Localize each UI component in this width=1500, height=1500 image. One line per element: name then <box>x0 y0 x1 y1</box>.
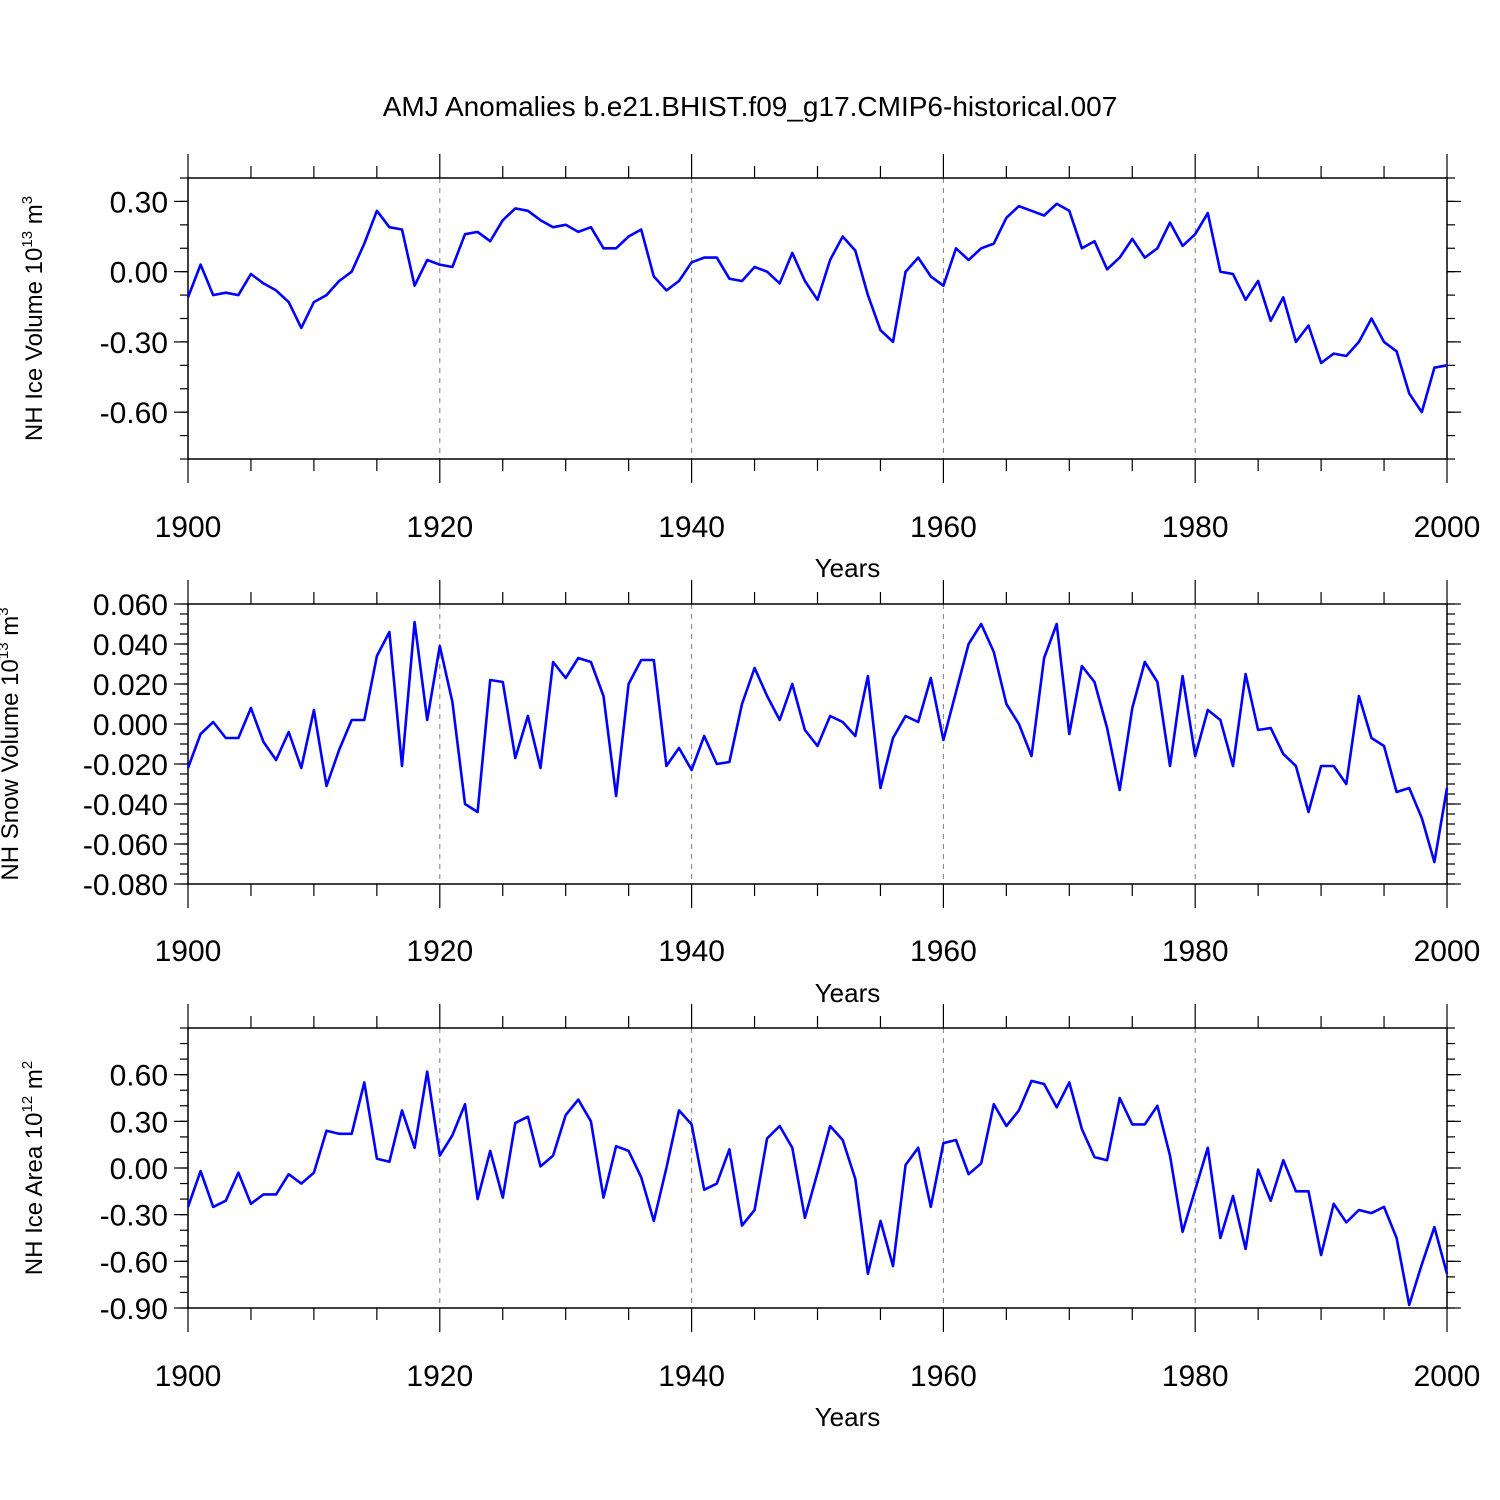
y-tick-label: 0.000 <box>93 709 168 742</box>
y-tick-label: -0.30 <box>100 327 168 360</box>
x-tick-label: 1980 <box>1162 511 1229 544</box>
y-tick-label: 0.040 <box>93 629 168 662</box>
x-tick-label: 1960 <box>910 935 977 968</box>
panels: 0.30 0.00 -0.30 -0.60 1900 1920 1940 1960 1980 20… <box>0 154 1480 1432</box>
y-tick-label: 0.00 <box>110 257 168 290</box>
figure-title: AMJ Anomalies b.e21.BHIST.f09_g17.CMIP6-… <box>383 91 1118 122</box>
x-tick-label: 2000 <box>1414 935 1481 968</box>
x-tick-label: 1900 <box>155 935 222 968</box>
y-axis-label: NH Ice Volume 1013 m3 <box>19 196 48 441</box>
x-tick-label: 1900 <box>155 1360 222 1393</box>
x-tick-label: 1980 <box>1162 935 1229 968</box>
y-tick-label: 0.30 <box>110 186 168 219</box>
y-tick-label: 0.60 <box>110 1060 168 1093</box>
panel-3: 0.60 0.30 0.00 -0.30 -0.60 -0.90 1900 1920 1940 1… <box>19 1004 1480 1432</box>
x-tick-label: 1960 <box>910 511 977 544</box>
data-series-line <box>186 202 1448 414</box>
y-axis-label: NH Ice Area 1012 m2 <box>19 1061 48 1275</box>
y-tick-label: 0.00 <box>110 1153 168 1186</box>
x-tick-label: 1980 <box>1162 1360 1229 1393</box>
y-tick-label: -0.020 <box>83 749 168 782</box>
y-tick-label: -0.080 <box>83 869 168 902</box>
x-tick-label: 1940 <box>658 511 725 544</box>
x-tick-label: 1900 <box>155 511 222 544</box>
y-tick-label: 0.020 <box>93 669 168 702</box>
x-tick-label: 1920 <box>406 1360 473 1393</box>
x-tick-label: 2000 <box>1414 1360 1481 1393</box>
y-tick-label: 0.30 <box>110 1106 168 1139</box>
plot-frame <box>187 603 1448 885</box>
x-axis-label: Years <box>815 553 881 583</box>
y-axis-label: NH Snow Volume 1013 m3 <box>0 607 24 880</box>
plot-frame <box>187 1027 1448 1309</box>
y-tick-label: 0.060 <box>93 589 168 622</box>
x-axis-label: Years <box>815 978 881 1008</box>
y-tick-label: -0.60 <box>100 1246 168 1279</box>
data-series-line <box>186 1070 1449 1307</box>
panel-1: 0.30 0.00 -0.30 -0.60 1900 1920 1940 1960 1980 20… <box>19 154 1480 583</box>
data-series-line <box>186 620 1449 864</box>
x-tick-label: 1920 <box>406 511 473 544</box>
x-axis-label: Years <box>815 1402 881 1432</box>
plot-frame <box>187 177 1448 460</box>
x-tick-label: 1920 <box>406 935 473 968</box>
y-tick-label: -0.90 <box>100 1293 168 1326</box>
y-tick-label: -0.30 <box>100 1200 168 1233</box>
y-tick-label: -0.060 <box>83 829 168 862</box>
x-tick-label: 1960 <box>910 1360 977 1393</box>
x-tick-label: 1940 <box>658 1360 725 1393</box>
y-tick-label: -0.60 <box>100 397 168 430</box>
x-tick-label: 1940 <box>658 935 725 968</box>
x-tick-label: 2000 <box>1414 511 1481 544</box>
panel-2: 0.060 0.040 0.020 0.000 -0.020 -0.040 -0.060 -0… <box>0 580 1480 1008</box>
y-tick-label: -0.040 <box>83 789 168 822</box>
